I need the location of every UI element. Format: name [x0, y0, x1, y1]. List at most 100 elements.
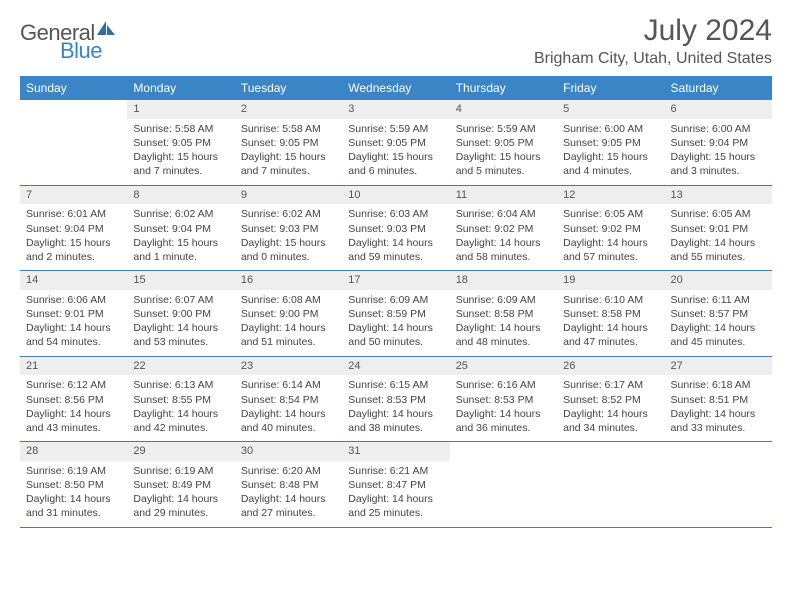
daylight-text-2: and 40 minutes. [241, 421, 336, 435]
sunset-text: Sunset: 8:58 PM [456, 307, 551, 321]
day-number: 7 [20, 186, 127, 205]
daylight-text-2: and 50 minutes. [348, 335, 443, 349]
day-body: Sunrise: 6:17 AMSunset: 8:52 PMDaylight:… [557, 375, 664, 441]
daylight-text-1: Daylight: 15 hours [241, 236, 336, 250]
sunrise-text: Sunrise: 6:19 AM [133, 464, 228, 478]
sunrise-text: Sunrise: 6:16 AM [456, 378, 551, 392]
day-body: Sunrise: 6:05 AMSunset: 9:02 PMDaylight:… [557, 204, 664, 270]
day-number: 10 [342, 186, 449, 205]
day-number: 29 [127, 442, 234, 461]
sunrise-text: Sunrise: 6:03 AM [348, 207, 443, 221]
day-cell: 21Sunrise: 6:12 AMSunset: 8:56 PMDayligh… [20, 357, 127, 442]
sunrise-text: Sunrise: 6:19 AM [26, 464, 121, 478]
day-number: 27 [665, 357, 772, 376]
sunrise-text: Sunrise: 5:59 AM [348, 122, 443, 136]
daylight-text-2: and 53 minutes. [133, 335, 228, 349]
daylight-text-2: and 57 minutes. [563, 250, 658, 264]
sunrise-text: Sunrise: 6:18 AM [671, 378, 766, 392]
sunrise-text: Sunrise: 6:00 AM [563, 122, 658, 136]
sunset-text: Sunset: 8:56 PM [26, 393, 121, 407]
sunset-text: Sunset: 9:04 PM [671, 136, 766, 150]
week-row: 14Sunrise: 6:06 AMSunset: 9:01 PMDayligh… [20, 271, 772, 357]
sunrise-text: Sunrise: 6:21 AM [348, 464, 443, 478]
day-body: Sunrise: 6:13 AMSunset: 8:55 PMDaylight:… [127, 375, 234, 441]
day-body: Sunrise: 5:59 AMSunset: 9:05 PMDaylight:… [342, 119, 449, 185]
daylight-text-1: Daylight: 15 hours [26, 236, 121, 250]
day-header-sun: Sunday [20, 76, 127, 100]
daylight-text-1: Daylight: 14 hours [241, 321, 336, 335]
day-cell: 29Sunrise: 6:19 AMSunset: 8:49 PMDayligh… [127, 442, 234, 527]
day-number: 18 [450, 271, 557, 290]
daylight-text-1: Daylight: 14 hours [241, 492, 336, 506]
day-cell: 13Sunrise: 6:05 AMSunset: 9:01 PMDayligh… [665, 186, 772, 271]
sunset-text: Sunset: 8:58 PM [563, 307, 658, 321]
day-cell: 6Sunrise: 6:00 AMSunset: 9:04 PMDaylight… [665, 100, 772, 185]
week-row: 1Sunrise: 5:58 AMSunset: 9:05 PMDaylight… [20, 100, 772, 186]
daylight-text-1: Daylight: 14 hours [456, 321, 551, 335]
sunset-text: Sunset: 8:52 PM [563, 393, 658, 407]
daylight-text-2: and 48 minutes. [456, 335, 551, 349]
sunrise-text: Sunrise: 5:58 AM [133, 122, 228, 136]
day-cell: 5Sunrise: 6:00 AMSunset: 9:05 PMDaylight… [557, 100, 664, 185]
daylight-text-2: and 36 minutes. [456, 421, 551, 435]
daylight-text-2: and 29 minutes. [133, 506, 228, 520]
day-body: Sunrise: 6:02 AMSunset: 9:04 PMDaylight:… [127, 204, 234, 270]
day-body: Sunrise: 6:02 AMSunset: 9:03 PMDaylight:… [235, 204, 342, 270]
day-header-tue: Tuesday [235, 76, 342, 100]
daylight-text-1: Daylight: 14 hours [563, 407, 658, 421]
daylight-text-1: Daylight: 14 hours [456, 407, 551, 421]
day-cell [665, 442, 772, 527]
sunset-text: Sunset: 9:00 PM [241, 307, 336, 321]
day-body: Sunrise: 6:18 AMSunset: 8:51 PMDaylight:… [665, 375, 772, 441]
day-number: 4 [450, 100, 557, 119]
daylight-text-1: Daylight: 14 hours [133, 321, 228, 335]
sunset-text: Sunset: 8:53 PM [348, 393, 443, 407]
sunrise-text: Sunrise: 6:12 AM [26, 378, 121, 392]
sunset-text: Sunset: 8:59 PM [348, 307, 443, 321]
day-body: Sunrise: 6:10 AMSunset: 8:58 PMDaylight:… [557, 290, 664, 356]
day-body: Sunrise: 6:01 AMSunset: 9:04 PMDaylight:… [20, 204, 127, 270]
day-body: Sunrise: 6:05 AMSunset: 9:01 PMDaylight:… [665, 204, 772, 270]
day-body: Sunrise: 5:58 AMSunset: 9:05 PMDaylight:… [235, 119, 342, 185]
sunrise-text: Sunrise: 6:09 AM [456, 293, 551, 307]
day-cell: 25Sunrise: 6:16 AMSunset: 8:53 PMDayligh… [450, 357, 557, 442]
daylight-text-2: and 59 minutes. [348, 250, 443, 264]
sunset-text: Sunset: 9:04 PM [133, 222, 228, 236]
day-number: 12 [557, 186, 664, 205]
sunset-text: Sunset: 8:57 PM [671, 307, 766, 321]
daylight-text-1: Daylight: 14 hours [671, 321, 766, 335]
sunrise-text: Sunrise: 6:04 AM [456, 207, 551, 221]
day-cell: 20Sunrise: 6:11 AMSunset: 8:57 PMDayligh… [665, 271, 772, 356]
page: GeneralBlue July 2024 Brigham City, Utah… [0, 0, 792, 538]
daylight-text-2: and 6 minutes. [348, 164, 443, 178]
daylight-text-1: Daylight: 14 hours [26, 321, 121, 335]
calendar: Sunday Monday Tuesday Wednesday Thursday… [20, 76, 772, 528]
day-cell: 18 Sunrise: 6:09 AMSunset: 8:58 PMDayligh… [450, 271, 557, 356]
daylight-text-1: Daylight: 14 hours [133, 492, 228, 506]
day-number: 23 [235, 357, 342, 376]
day-number: 31 [342, 442, 449, 461]
sunrise-text: Sunrise: 6:00 AM [671, 122, 766, 136]
day-number: 30 [235, 442, 342, 461]
day-cell: 11Sunrise: 6:04 AMSunset: 9:02 PMDayligh… [450, 186, 557, 271]
daylight-text-2: and 38 minutes. [348, 421, 443, 435]
daylight-text-1: Daylight: 15 hours [133, 150, 228, 164]
daylight-text-1: Daylight: 14 hours [671, 407, 766, 421]
day-cell: 24Sunrise: 6:15 AMSunset: 8:53 PMDayligh… [342, 357, 449, 442]
day-cell: 23Sunrise: 6:14 AMSunset: 8:54 PMDayligh… [235, 357, 342, 442]
day-body: Sunrise: 6:11 AMSunset: 8:57 PMDaylight:… [665, 290, 772, 356]
sunrise-text: Sunrise: 6:09 AM [348, 293, 443, 307]
day-body: Sunrise: 6:00 AMSunset: 9:05 PMDaylight:… [557, 119, 664, 185]
week-row: 21Sunrise: 6:12 AMSunset: 8:56 PMDayligh… [20, 357, 772, 443]
daylight-text-1: Daylight: 15 hours [563, 150, 658, 164]
day-number: 11 [450, 186, 557, 205]
sunrise-text: Sunrise: 6:05 AM [671, 207, 766, 221]
sunrise-text: Sunrise: 6:14 AM [241, 378, 336, 392]
sunrise-text: Sunrise: 6:10 AM [563, 293, 658, 307]
daylight-text-1: Daylight: 14 hours [456, 236, 551, 250]
sunrise-text: Sunrise: 6:07 AM [133, 293, 228, 307]
logo: GeneralBlue [20, 20, 118, 64]
day-body: Sunrise: 5:59 AMSunset: 9:05 PMDaylight:… [450, 119, 557, 185]
daylight-text-2: and 25 minutes. [348, 506, 443, 520]
sunset-text: Sunset: 9:03 PM [348, 222, 443, 236]
